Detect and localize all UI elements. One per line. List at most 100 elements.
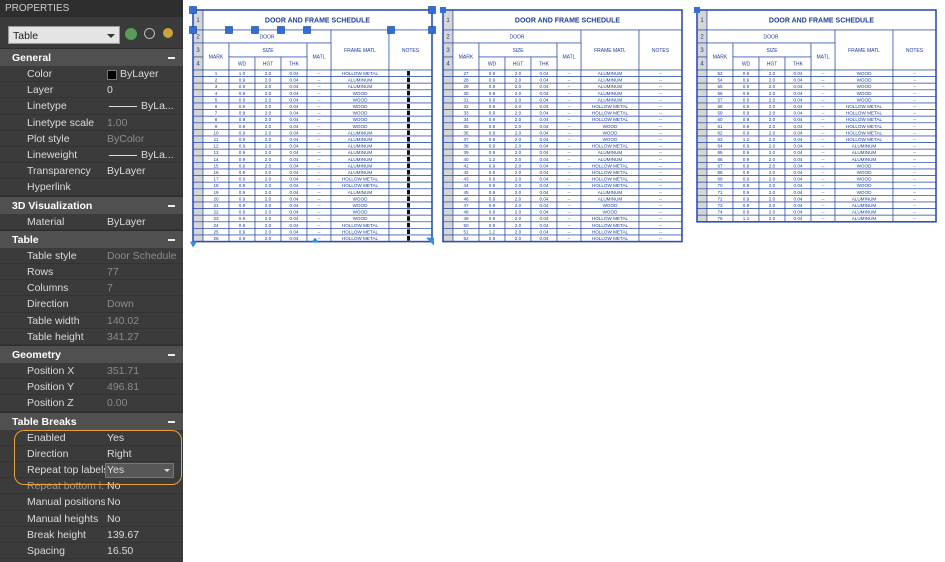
cell-text: 0.04 [290, 84, 299, 89]
cell-text: 2.0 [265, 137, 272, 142]
property-value: ByLayer [107, 215, 146, 228]
property-row[interactable]: Position X 351.71 [0, 363, 183, 380]
notes-marker [407, 97, 410, 102]
property-row[interactable]: Rows 77 [0, 264, 183, 281]
cell-text: -- [913, 84, 917, 89]
table-cell [192, 208, 204, 216]
cell-text: 0.9 [743, 130, 750, 135]
property-row[interactable]: Color ByLayer [0, 66, 183, 83]
property-row[interactable]: Manual positions No [0, 494, 183, 511]
cell-text: 18 [213, 183, 219, 188]
property-row[interactable]: Linetype ByLa... [0, 98, 183, 115]
select-icon[interactable] [144, 28, 155, 39]
table-cell [192, 109, 204, 117]
property-row[interactable]: Position Y 496.81 [0, 379, 183, 396]
section-header[interactable]: Geometry [0, 345, 183, 363]
cell-text: ALUMINUM [852, 144, 877, 149]
property-row[interactable]: Material ByLayer [0, 214, 183, 230]
property-row[interactable]: Direction Down [0, 296, 183, 313]
property-value: Door Schedule [107, 249, 177, 262]
property-row[interactable]: Lineweight ByLa... [0, 147, 183, 164]
cell-text: 0.9 [489, 177, 496, 182]
property-value: Yes [107, 431, 125, 444]
property-row[interactable]: Hyperlink [0, 179, 183, 196]
property-row[interactable]: Table height 341.27 [0, 329, 183, 345]
cell-text: 11 [214, 137, 219, 142]
property-label: Hyperlink [27, 181, 71, 194]
cell-text: ALUMINUM [348, 144, 373, 149]
cell-text: 0.04 [794, 124, 803, 129]
table-cell [442, 142, 454, 150]
cell-text: -- [913, 117, 917, 122]
table-cell [388, 208, 433, 216]
property-row[interactable]: Columns 7 [0, 280, 183, 297]
toggle-icon[interactable] [125, 28, 137, 40]
property-row[interactable]: Repeat top labels Yes [0, 462, 183, 479]
cell-text: HOLLOW METAL [592, 236, 629, 241]
linetype-line [109, 155, 137, 156]
cell-text: 0.04 [290, 163, 299, 168]
cell-text: 0.9 [489, 196, 496, 201]
cell-text: 1.2 [489, 157, 496, 162]
property-row[interactable]: Plot style ByColor [0, 131, 183, 147]
cell-text: 5 [215, 97, 218, 102]
cell-text: 3 [446, 48, 450, 54]
property-row[interactable]: Position Z 0.00 [0, 395, 183, 412]
cell-text: 2.0 [265, 157, 272, 162]
property-label: Direction [27, 447, 69, 460]
cell-text: 51 [463, 229, 469, 234]
property-row[interactable]: Layer 0 [0, 82, 183, 99]
cell-text: 2.0 [265, 104, 272, 109]
section-header[interactable]: 3D Visualization [0, 195, 183, 214]
cell-text: -- [821, 177, 825, 182]
property-row[interactable]: Enabled Yes [0, 430, 183, 446]
property-row[interactable]: Repeat bottom l... No [0, 478, 183, 495]
table-cell [388, 214, 433, 223]
cell-text: HGT [513, 61, 524, 67]
property-row[interactable]: Table style Door Schedule [0, 248, 183, 264]
section-header[interactable]: Table Breaks [0, 411, 183, 430]
table-cell [442, 181, 454, 190]
notes-marker [407, 163, 410, 168]
cell-text: 2.0 [515, 111, 522, 116]
property-label: Table height [27, 330, 84, 343]
cell-text: 0.9 [743, 91, 750, 96]
table-cell [442, 76, 454, 84]
cell-text: 0.9 [743, 104, 750, 109]
cell-text: 25 [213, 229, 219, 234]
object-selector[interactable]: Table [8, 26, 120, 44]
cell-text: 2.0 [265, 84, 272, 89]
quick-select-icon[interactable] [163, 28, 173, 38]
section-header[interactable]: General [0, 48, 183, 66]
notes-marker [407, 170, 410, 175]
cell-text: 0.04 [794, 117, 803, 122]
dropdown[interactable] [105, 463, 174, 478]
cell-text: WOOD [857, 183, 872, 188]
cell-text: 0.9 [743, 150, 750, 155]
cell-text: 45 [463, 190, 469, 195]
section-header[interactable]: Table [0, 229, 183, 248]
property-row[interactable]: Linetype scale 1.00 [0, 115, 183, 131]
property-label: Table style [27, 249, 77, 262]
cell-text: 2.0 [515, 170, 522, 175]
cell-text: ALUMINUM [598, 196, 623, 201]
property-row[interactable]: Spacing 16.50 [0, 543, 183, 560]
cell-text: -- [659, 144, 663, 149]
cell-text: ALUMINUM [598, 97, 623, 102]
property-row[interactable]: Table width 140.02 [0, 313, 183, 329]
cell-text: 61 [717, 124, 723, 129]
table-cell [192, 188, 204, 196]
property-row[interactable]: Direction Right [0, 446, 183, 462]
property-label: Manual heights [27, 512, 99, 525]
property-value: Down [107, 298, 134, 311]
cell-text: 0.9 [239, 144, 246, 149]
cell-text: 2.0 [265, 144, 272, 149]
table-cell [192, 162, 204, 170]
cell-text: -- [659, 210, 663, 215]
cell-text: ALUMINUM [852, 210, 877, 215]
property-row[interactable]: Manual heights No [0, 511, 183, 527]
table-cell [696, 214, 708, 223]
cell-text: -- [317, 137, 321, 142]
property-row[interactable]: Break height 139.67 [0, 527, 183, 543]
property-row[interactable]: Transparency ByLayer [0, 163, 183, 180]
